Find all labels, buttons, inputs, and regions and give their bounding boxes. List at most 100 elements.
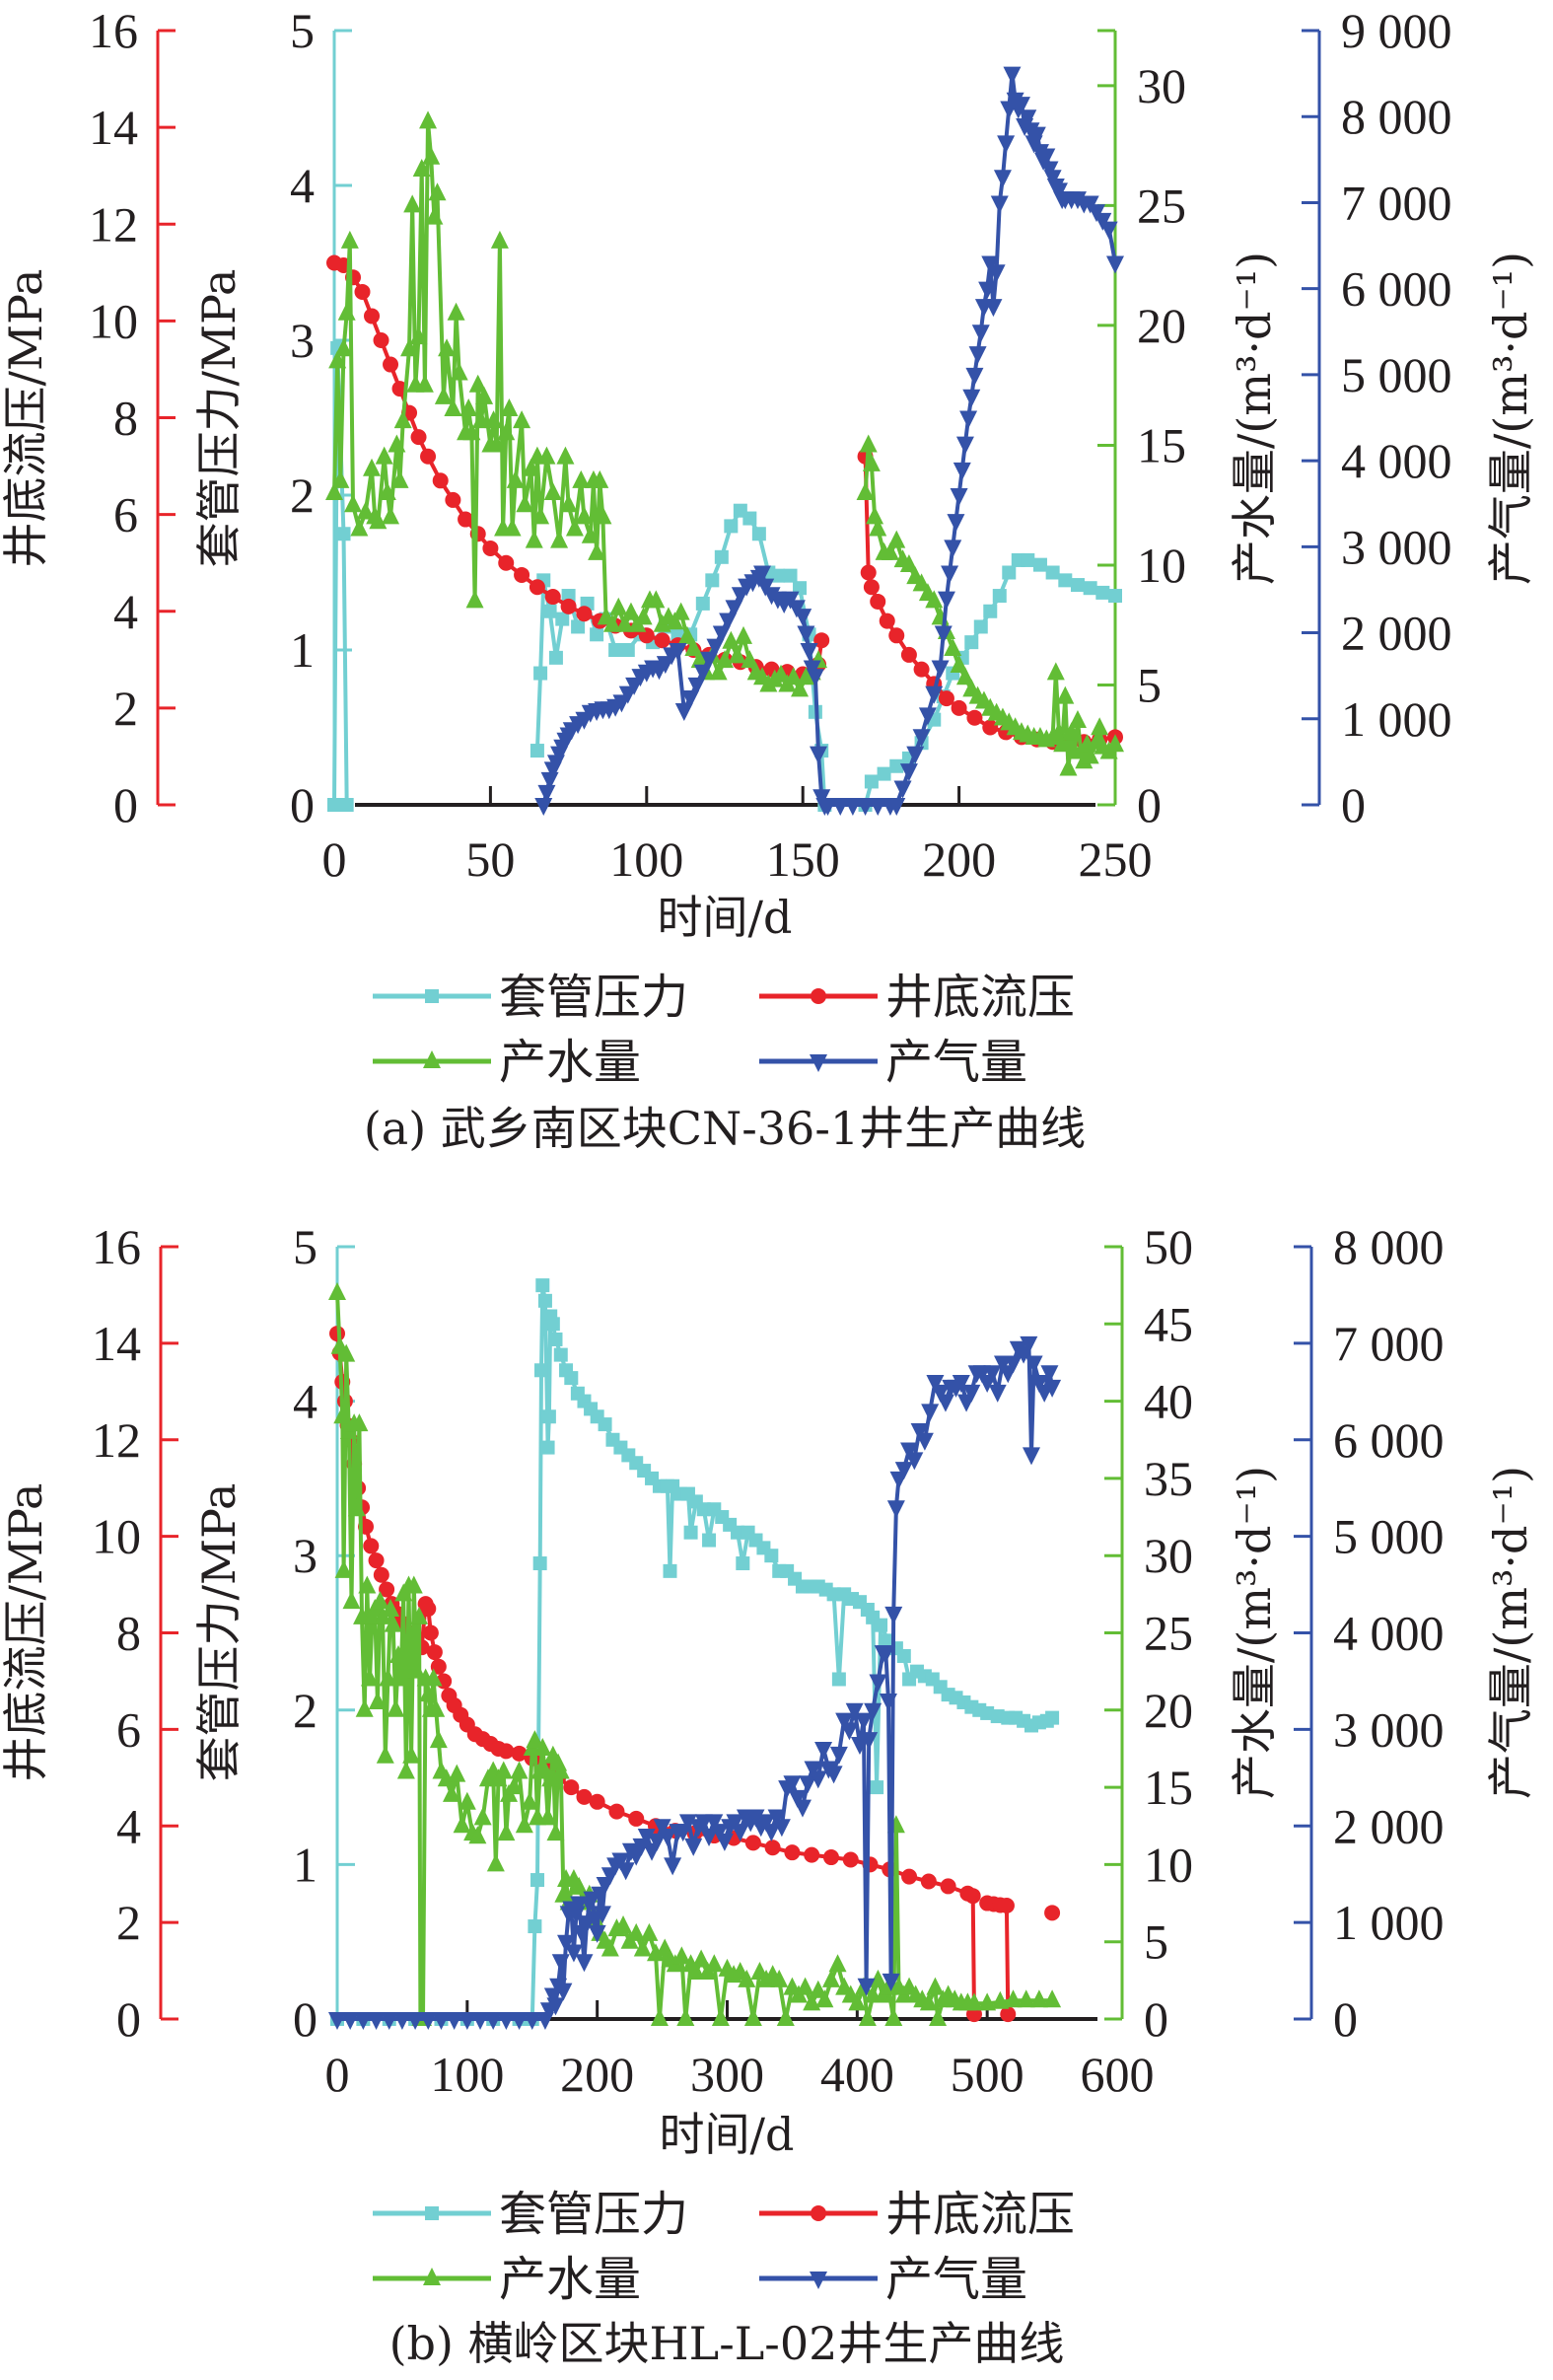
circle-marker <box>426 1644 443 1661</box>
triangle-up-marker <box>473 1807 492 1826</box>
triangle-down-marker <box>894 1462 913 1480</box>
triangle-up-marker <box>402 1745 421 1764</box>
triangle-down-marker <box>978 281 997 300</box>
triangle-down-marker <box>712 625 731 644</box>
triangle-up-marker <box>344 494 363 513</box>
triangle-up-marker <box>869 518 887 537</box>
gas-tick-label: 2 000 <box>1333 1798 1445 1853</box>
gas-tick-label: 5 000 <box>1333 1509 1445 1564</box>
triangle-down-marker <box>354 2012 373 2030</box>
triangle-down-marker <box>1024 1355 1043 1374</box>
water-tick-label: 25 <box>1137 178 1186 233</box>
water-tick-label: 20 <box>1144 1683 1193 1738</box>
triangle-up-marker <box>356 501 375 520</box>
triangle-up-marker <box>403 194 422 213</box>
casing-axis-title: 套管压力/MPa <box>192 269 246 568</box>
square-marker <box>695 596 710 611</box>
square-marker <box>731 1525 745 1540</box>
bhp-tick-label: 4 <box>116 1798 141 1853</box>
triangle-up-marker <box>337 1343 356 1362</box>
bhp-tick-label: 6 <box>116 1701 141 1757</box>
triangle-up-marker <box>1053 734 1072 753</box>
triangle-down-marker <box>664 1857 682 1876</box>
triangle-up-marker <box>350 1413 369 1432</box>
triangle-up-marker <box>776 2008 795 2026</box>
square-marker <box>980 1705 995 1720</box>
triangle-up-marker <box>677 625 696 644</box>
triangle-down-marker <box>835 1712 854 1731</box>
triangle-down-marker <box>818 798 837 816</box>
casing-tick-label: 1 <box>293 1837 318 1892</box>
triangle-down-marker <box>653 1819 671 1838</box>
circle-marker <box>966 709 983 726</box>
triangle-down-marker <box>799 1775 817 1794</box>
bhp-tick-label: 12 <box>92 1412 141 1468</box>
triangle-up-marker <box>450 362 468 381</box>
triangle-down-marker <box>458 2012 476 2030</box>
legend-item-water: 产水量 <box>373 2252 641 2307</box>
bhp-y-axis: 0 2 4 6 8 10 12 14 16 <box>89 3 176 832</box>
triangle-up-marker <box>741 650 759 669</box>
triangle-down-marker <box>700 1829 719 1847</box>
triangle-up-marker <box>803 1992 821 2011</box>
gas-axis-title: 产气量/(m³·d⁻¹) <box>1484 1466 1537 1799</box>
triangle-down-marker <box>757 1814 776 1833</box>
triangle-down-marker <box>984 299 1003 318</box>
circle-marker <box>608 1803 625 1820</box>
triangle-down-marker <box>523 2012 541 2030</box>
triangle-down-marker <box>471 2012 490 2030</box>
series-gas <box>328 1335 1062 2030</box>
bhp-tick-label: 10 <box>89 293 138 348</box>
triangle-down-marker <box>746 1809 765 1828</box>
triangle-up-marker <box>581 525 600 543</box>
circle-marker <box>445 491 461 508</box>
triangle-up-marker <box>355 1698 374 1717</box>
triangle-down-marker <box>860 1732 879 1751</box>
circle-marker <box>498 1743 515 1760</box>
square-marker <box>1058 573 1073 588</box>
triangle-down-marker <box>1029 1375 1048 1394</box>
x-tick-label: 250 <box>1079 831 1153 887</box>
square-marker <box>590 627 604 642</box>
square-marker <box>548 650 563 665</box>
triangle-up-marker <box>926 1977 945 1995</box>
triangle-up-marker <box>884 2008 903 2026</box>
triangle-down-marker <box>987 264 1006 283</box>
square-marker <box>339 798 354 812</box>
triangle-up-marker <box>964 1992 983 2011</box>
series-water <box>325 110 1124 776</box>
triangle-up-marker <box>1017 1989 1035 2008</box>
triangle-down-marker <box>616 1862 635 1881</box>
triangle-up-marker <box>1004 1989 1023 2008</box>
x-tick-label: 400 <box>820 2047 894 2102</box>
triangle-down-marker <box>886 1500 905 1519</box>
triangle-down-marker <box>912 729 931 748</box>
circle-marker <box>822 1849 839 1866</box>
triangle-up-marker <box>537 446 556 465</box>
triangle-down-marker <box>392 2012 411 2030</box>
casing-tick-label: 0 <box>293 1991 318 2047</box>
x-axis-title: 时间/d <box>660 2108 795 2161</box>
circle-marker <box>410 429 427 446</box>
gas-tick-label: 6 000 <box>1341 261 1452 317</box>
square-marker <box>696 1502 711 1517</box>
triangle-down-marker <box>678 1814 697 1833</box>
triangle-down-marker <box>1043 1379 1062 1398</box>
triangle-up-marker <box>848 1992 867 2011</box>
casing-tick-label: 0 <box>290 777 315 832</box>
water-axis-title: 产水量/(m³·d⁻¹) <box>1228 252 1281 585</box>
triangle-down-marker <box>937 591 955 610</box>
circle-marker <box>998 1897 1015 1913</box>
water-tick-label: 15 <box>1137 417 1186 472</box>
circle-marker <box>432 472 449 489</box>
triangle-up-marker <box>363 458 382 476</box>
x-axis: 0 50 100 150 200 250 <box>322 786 1153 887</box>
circle-marker <box>529 579 545 596</box>
bhp-axis-title: 井底流压/MPa <box>0 1483 52 1782</box>
legend-item-water: 产水量 <box>373 1035 641 1090</box>
triangle-up-marker <box>862 453 881 471</box>
triangle-up-marker <box>634 607 653 625</box>
water-tick-label: 5 <box>1137 657 1162 712</box>
circle-marker <box>373 1566 389 1583</box>
